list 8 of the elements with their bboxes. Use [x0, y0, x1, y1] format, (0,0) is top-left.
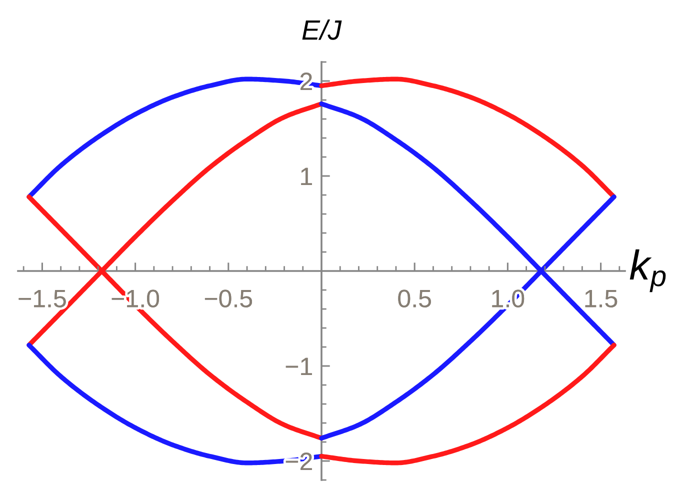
x-tick-label: −0.5: [204, 290, 252, 308]
y-tick-label: −1: [286, 358, 312, 376]
x-axis-title: k$_{p}$: [630, 249, 666, 292]
y-axis-title: E/J: [302, 19, 342, 40]
x-tick-label: −1.5: [18, 290, 66, 308]
y-tick-label: 1: [301, 168, 312, 186]
x-tick-label: 0.5: [398, 290, 431, 308]
x-tick-label: 1.5: [585, 290, 618, 308]
